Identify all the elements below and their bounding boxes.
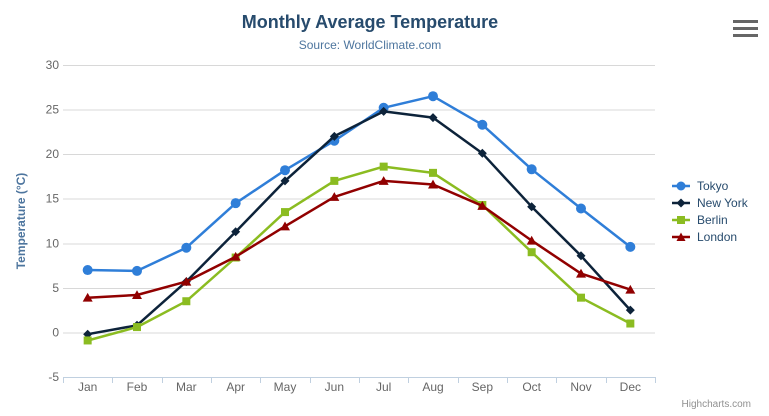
marker-berlin[interactable] — [83, 336, 92, 345]
marker-london[interactable] — [378, 176, 389, 185]
x-axis-label: Mar — [176, 380, 197, 394]
hamburger-icon — [733, 20, 758, 23]
y-axis-label: 20 — [46, 147, 60, 161]
marker-berlin[interactable] — [379, 162, 388, 171]
series-line-new-york[interactable] — [86, 110, 632, 336]
legend-label: Tokyo — [697, 178, 729, 193]
diamond-legend-icon — [672, 198, 690, 207]
x-axis-label: Jun — [325, 380, 344, 394]
x-axis-label: Apr — [226, 380, 245, 394]
hamburger-icon — [733, 34, 758, 37]
marker-tokyo[interactable] — [82, 265, 93, 276]
legend-item-tokyo[interactable]: Tokyo — [672, 177, 748, 194]
marker-new-york[interactable] — [477, 148, 487, 158]
marker-new-york[interactable] — [329, 131, 339, 141]
y-axis-label: 15 — [46, 192, 60, 206]
marker-berlin[interactable] — [429, 168, 437, 177]
marker-london[interactable] — [625, 284, 636, 294]
marker-tokyo[interactable] — [132, 265, 142, 276]
marker-tokyo[interactable] — [181, 242, 192, 253]
hamburger-icon — [733, 27, 758, 30]
marker-berlin[interactable] — [527, 248, 536, 257]
marker-tokyo[interactable] — [280, 165, 290, 176]
y-axis-label: 10 — [46, 236, 60, 250]
legend-item-berlin[interactable]: Berlin — [672, 211, 748, 228]
marker-london[interactable] — [576, 268, 586, 278]
marker-berlin[interactable] — [626, 319, 635, 328]
marker-new-york[interactable] — [428, 113, 438, 123]
marker-new-york[interactable] — [527, 202, 537, 212]
y-axis-label: -5 — [48, 370, 59, 384]
marker-london[interactable] — [428, 179, 438, 189]
marker-london[interactable] — [181, 276, 192, 286]
marker-london[interactable] — [526, 235, 537, 245]
circle-legend-icon — [672, 181, 690, 190]
x-axis-label: Nov — [570, 380, 591, 394]
marker-tokyo[interactable] — [625, 241, 636, 252]
x-axis-label: Jul — [376, 380, 391, 394]
y-axis-label: 5 — [52, 281, 59, 295]
series-line-berlin[interactable] — [86, 165, 632, 342]
legend-label: New York — [697, 195, 748, 210]
y-axis-label: 30 — [46, 58, 60, 72]
marker-new-york[interactable] — [576, 251, 586, 261]
marker-tokyo[interactable] — [477, 119, 488, 130]
marker-london[interactable] — [280, 221, 290, 231]
marker-tokyo[interactable] — [428, 91, 438, 102]
marker-berlin[interactable] — [577, 293, 585, 302]
x-axis-label: May — [274, 380, 297, 394]
series-line-london[interactable] — [86, 179, 632, 299]
marker-new-york[interactable] — [280, 176, 290, 186]
chart-subtitle: Source: WorldClimate.com — [298, 38, 442, 52]
credits-link[interactable]: Highcharts.com — [681, 399, 751, 410]
marker-london[interactable] — [230, 251, 241, 261]
marker-new-york[interactable] — [625, 305, 635, 315]
triangle-legend-icon — [672, 232, 690, 241]
x-axis-label: Sep — [472, 380, 494, 394]
square-legend-icon — [672, 215, 690, 224]
marker-london[interactable] — [132, 290, 142, 299]
marker-tokyo[interactable] — [230, 198, 241, 209]
y-axis-label: 0 — [52, 325, 59, 339]
legend-item-new-york[interactable]: New York — [672, 194, 748, 211]
legend: Tokyo New York Berlin London — [672, 177, 748, 245]
x-axis-label: Jan — [78, 380, 97, 394]
y-axis-label: 25 — [46, 103, 60, 117]
marker-berlin[interactable] — [182, 297, 191, 306]
x-axis-label: Dec — [620, 380, 641, 394]
marker-tokyo[interactable] — [576, 203, 586, 214]
x-axis-label: Oct — [522, 380, 541, 394]
x-axis-label: Feb — [127, 380, 148, 394]
marker-london[interactable] — [477, 201, 488, 210]
chart-title: Monthly Average Temperature — [241, 12, 499, 32]
marker-london[interactable] — [82, 292, 93, 302]
legend-item-london[interactable]: London — [672, 228, 748, 245]
marker-new-york[interactable] — [231, 227, 241, 237]
marker-berlin[interactable] — [281, 208, 289, 217]
x-axis-label: Aug — [422, 380, 443, 394]
legend-label: Berlin — [697, 212, 728, 227]
export-menu-button[interactable] — [733, 20, 758, 37]
series-line-tokyo[interactable] — [86, 94, 632, 273]
marker-berlin[interactable] — [330, 176, 339, 185]
marker-berlin[interactable] — [133, 323, 141, 332]
marker-tokyo[interactable] — [526, 164, 537, 175]
marker-london[interactable] — [329, 192, 340, 201]
legend-label: London — [697, 229, 738, 244]
marker-new-york[interactable] — [379, 106, 389, 116]
